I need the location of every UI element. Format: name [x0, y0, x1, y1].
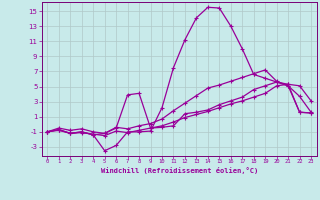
X-axis label: Windchill (Refroidissement éolien,°C): Windchill (Refroidissement éolien,°C): [100, 167, 258, 174]
